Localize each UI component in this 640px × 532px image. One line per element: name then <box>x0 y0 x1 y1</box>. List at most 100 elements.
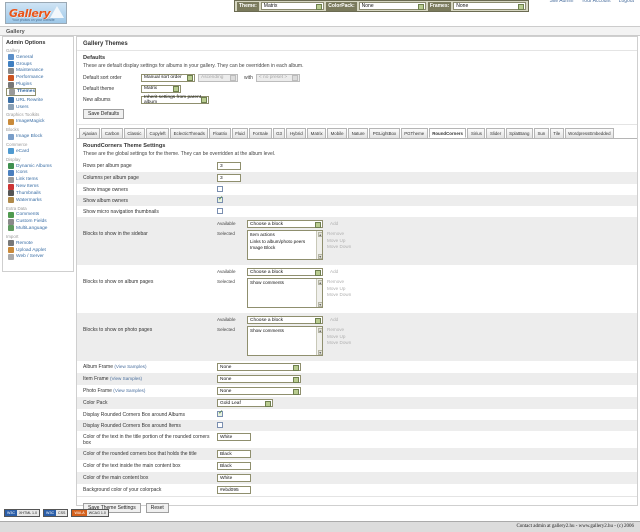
frames-select[interactable]: None <box>453 2 526 10</box>
tab-g3[interactable]: G3 <box>272 128 286 138</box>
available-block-select[interactable]: Choose a block <box>247 268 323 276</box>
sidebar-item-multilanguage[interactable]: MultiLanguage <box>6 225 70 232</box>
sidebar-item-ecard[interactable]: eCard <box>6 148 70 155</box>
sidebar-item-general[interactable]: General <box>6 54 70 61</box>
sidebar-item-groups[interactable]: Groups <box>6 61 70 68</box>
scroll-up-icon[interactable]: ▲ <box>317 279 322 285</box>
new-albums-select[interactable]: Inherit settings from parent album <box>141 95 209 105</box>
validation-badge[interactable]: W3C CSS <box>43 509 69 517</box>
list-item[interactable]: Show comments <box>250 280 284 285</box>
add-block-button[interactable]: Add <box>330 269 339 274</box>
listbox-scrollbar[interactable]: ▲ ▼ <box>316 279 322 307</box>
list-item[interactable]: Image Block <box>250 245 276 250</box>
default-theme-select[interactable]: Matrix <box>141 84 181 93</box>
sidebar-item-url-rewrite[interactable]: URL Rewrite <box>6 97 70 104</box>
sidebar-item-icons[interactable]: Icons <box>6 169 70 177</box>
list-item[interactable]: Show comments <box>250 328 284 333</box>
sidebar-item-comments[interactable]: Comments <box>6 211 70 219</box>
add-block-button[interactable]: Add <box>330 221 339 226</box>
settings-text-input[interactable]: 3 <box>217 162 241 170</box>
sidebar-item-remote[interactable]: Remote <box>6 240 70 247</box>
rounded-checkbox[interactable] <box>217 410 223 417</box>
sidebar-item-maintenance[interactable]: Maintenance <box>6 67 70 75</box>
tab-mobile[interactable]: Mobile <box>327 128 348 138</box>
gallery-logo[interactable]: Gallery Your photos on your website <box>5 2 67 24</box>
sidebar-item-imagemagick[interactable]: ImageMagick <box>6 118 70 125</box>
tab-nature[interactable]: Nature <box>348 128 369 138</box>
scroll-down-icon[interactable]: ▼ <box>317 301 322 307</box>
tab-roundcorners[interactable]: RoundCorners <box>428 128 467 138</box>
tab-hybrid[interactable]: Hybrid <box>286 128 307 138</box>
list-item[interactable]: Links to album/photo peers <box>250 238 306 244</box>
settings-checkbox[interactable] <box>217 208 223 214</box>
tab-copyleft[interactable]: Copyleft <box>145 128 170 138</box>
tab-fluid[interactable]: Fluid <box>231 128 249 138</box>
tab-ajaxian[interactable]: Ajaxian <box>79 128 101 138</box>
tab-classic[interactable]: Classic <box>123 128 145 138</box>
available-block-select[interactable]: Choose a block <box>247 316 323 324</box>
move-down-button[interactable]: Move Down <box>327 244 352 249</box>
validation-badge[interactable]: W3C XHTML 1.0 <box>4 509 41 517</box>
listbox-scrollbar[interactable]: ▲ ▼ <box>316 327 322 355</box>
sort-direction-select[interactable]: Ascending <box>198 73 238 82</box>
view-samples-link[interactable]: (View Samples) <box>109 375 143 381</box>
selected-blocks-listbox[interactable]: Show comments ▲ ▼ <box>247 326 323 356</box>
add-block-button[interactable]: Add <box>330 317 339 322</box>
tab-splatbang[interactable]: SplatBang <box>505 128 533 138</box>
settings-checkbox[interactable] <box>217 196 223 203</box>
tab-carbon[interactable]: Carbon <box>101 128 123 138</box>
settings-checkbox[interactable] <box>217 186 223 192</box>
top-link-site-admin[interactable]: Site Admin <box>549 0 574 4</box>
tab-pgtheme[interactable]: PGTheme <box>400 128 428 138</box>
tab-sun[interactable]: Sun <box>533 128 549 138</box>
tab-tile[interactable]: Tile <box>549 128 564 138</box>
color-text-input[interactable]: Black <box>217 462 251 470</box>
scroll-down-icon[interactable]: ▼ <box>317 349 322 355</box>
frame-select[interactable]: None <box>217 387 301 395</box>
move-down-button[interactable]: Move Down <box>327 292 352 297</box>
tab-sirius[interactable]: Sirius <box>467 128 486 138</box>
sidebar-item-users[interactable]: Users <box>6 104 70 111</box>
save-defaults-button[interactable]: Save Defaults <box>83 109 125 119</box>
theme-select[interactable]: Matrix <box>260 2 325 10</box>
view-samples-link[interactable]: (View Samples) <box>113 387 146 393</box>
tab-pglightbox[interactable]: PGLightBox <box>369 128 400 138</box>
validation-badge[interactable]: WAI-A WCAG 1.0 <box>71 509 109 517</box>
tab-slider[interactable]: Slider <box>486 128 505 138</box>
sidebar-item-new-items[interactable]: New Items <box>6 183 70 190</box>
tab-wordpressembedded[interactable]: WordpressEmbedded <box>564 128 615 138</box>
move-down-button[interactable]: Move Down <box>327 340 352 345</box>
remove-button[interactable]: Remove <box>327 327 345 332</box>
colorpack-setting-select[interactable]: Gold Leaf <box>217 399 273 407</box>
move-up-button[interactable]: Move Up <box>327 333 346 339</box>
frame-select[interactable]: None <box>217 363 301 371</box>
sidebar-item-custom-fields[interactable]: Custom Fields <box>6 218 70 225</box>
selected-blocks-listbox[interactable]: Item actions Links to album/photo peers Im… <box>247 230 323 260</box>
top-link-logout[interactable]: Logout <box>618 0 634 4</box>
scroll-up-icon[interactable]: ▲ <box>317 231 322 237</box>
sidebar-item-dynamic-albums[interactable]: Dynamic Albums <box>6 163 70 170</box>
remove-button[interactable]: Remove <box>327 279 345 284</box>
sidebar-item-plugins[interactable]: Plugins <box>6 81 70 88</box>
sidebar-item-image-block[interactable]: Image Block <box>6 133 70 140</box>
scroll-up-icon[interactable]: ▲ <box>317 327 322 333</box>
sidebar-item-themes[interactable]: Themes <box>6 87 37 96</box>
tab-floatrix[interactable]: Floatrix <box>209 128 231 138</box>
listbox-scrollbar[interactable]: ▲ ▼ <box>316 231 322 259</box>
list-item[interactable]: Item actions <box>250 232 275 237</box>
sort-preset-select[interactable]: < no preset > <box>255 73 300 82</box>
color-text-input[interactable]: Black <box>217 450 251 458</box>
move-up-button[interactable]: Move Up <box>327 285 346 291</box>
selected-blocks-listbox[interactable]: Show comments ▲ ▼ <box>247 278 323 308</box>
sidebar-item-performance[interactable]: Performance <box>6 74 70 81</box>
sidebar-item-watermarks[interactable]: Watermarks <box>6 197 70 204</box>
available-block-select[interactable]: Choose a block <box>247 220 323 228</box>
tab-eclecticthreads[interactable]: EclecticThreads <box>170 128 209 138</box>
view-samples-link[interactable]: (View Samples) <box>114 363 147 369</box>
top-link-your-account[interactable]: Your Account <box>581 0 611 4</box>
frame-select[interactable]: None <box>217 375 301 383</box>
reset-button[interactable]: Reset <box>145 503 169 513</box>
default-sort-order-select[interactable]: Manual sort order <box>141 73 195 82</box>
tab-forsale[interactable]: ForSale <box>249 128 272 138</box>
move-up-button[interactable]: Move Up <box>327 237 346 243</box>
